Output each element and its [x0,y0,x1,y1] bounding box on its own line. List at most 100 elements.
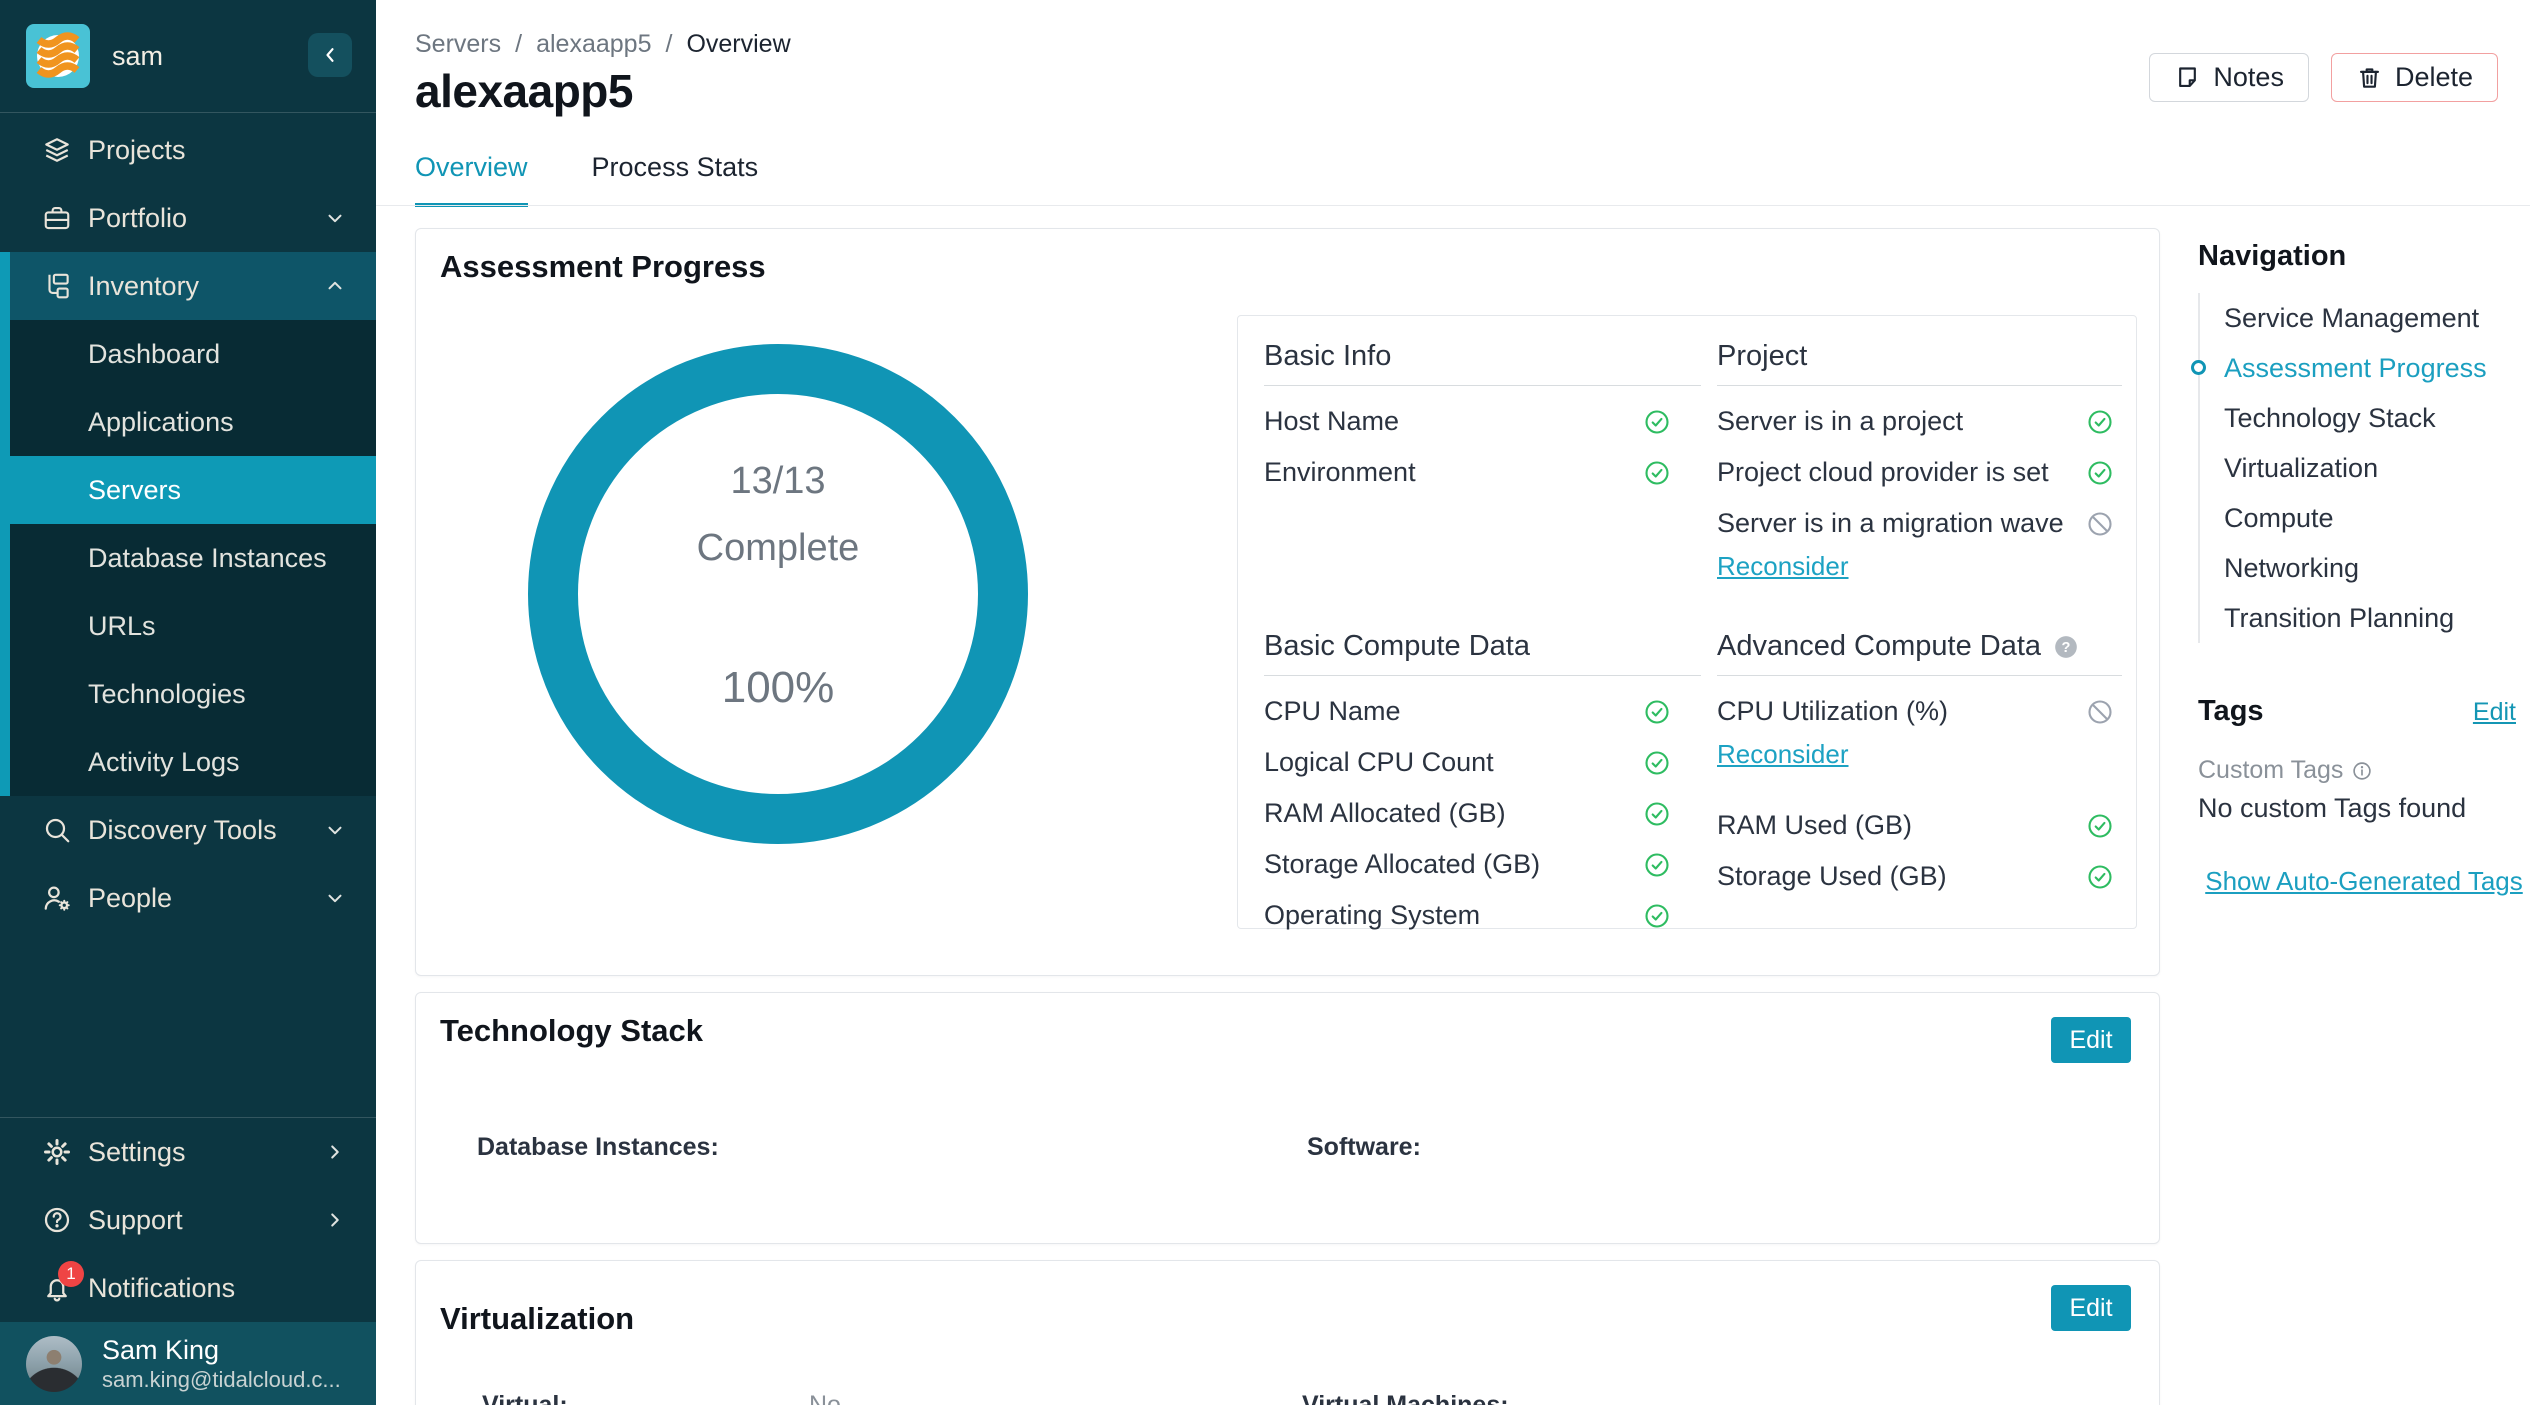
sidebar-item-label: Inventory [88,270,200,301]
nav-item-networking[interactable]: Networking [2224,543,2530,593]
tab-process-stats[interactable]: Process Stats [592,152,759,207]
checklist-item-label: Storage Used (GB) [1717,861,1947,891]
note-icon [2174,64,2201,91]
donut-fraction: 13/13 [730,460,826,502]
sidebar-item-label: Settings [88,1136,186,1167]
submenu-item-urls[interactable]: URLs [10,592,376,660]
checklist-item: Storage Used (GB) [1717,851,2122,902]
workspace-name: sam [112,40,164,71]
check-circle-icon [1643,851,1671,879]
sidebar-item-people[interactable]: People [0,864,376,932]
sidebar-menu: Projects Portfolio Inventory [0,113,376,932]
nav-item-assessment-progress[interactable]: Assessment Progress [2191,343,2530,393]
chevron-left-icon [320,45,340,65]
sidebar-footer: Settings Support 1 Notificatio [0,1117,376,1322]
submenu-item-activity-logs[interactable]: Activity Logs [10,728,376,796]
check-circle-icon [1643,902,1671,930]
sidebar-item-settings[interactable]: Settings [0,1118,376,1186]
submenu-item-applications[interactable]: Applications [10,388,376,456]
nav-item-label: Transition Planning [2224,603,2455,633]
breadcrumb-overview: Overview [686,30,791,58]
notes-button[interactable]: Notes [2149,53,2309,102]
notification-badge: 1 [58,1261,84,1287]
advanced-compute-section: Advanced Compute Data ? CPU Utilization … [1717,630,2122,941]
nav-item-virtualization[interactable]: Virtualization [2224,443,2530,493]
submenu-item-servers[interactable]: Servers [0,456,376,524]
nav-item-transition-planning[interactable]: Transition Planning [2224,593,2530,643]
checklist-item: Operating System [1264,890,1701,941]
nav-item-label: Compute [2224,503,2334,533]
sidebar-item-inventory[interactable]: Inventory [0,252,376,320]
custom-tags-label: Custom Tags [2198,756,2344,784]
reconsider-link[interactable]: Reconsider [1717,739,1849,769]
checklist-item: Host Name [1264,396,1701,447]
delete-button[interactable]: Delete [2330,53,2498,102]
show-auto-generated-tags-link[interactable]: Show Auto-Generated Tags [2205,866,2523,896]
checklist-item-label: RAM Used (GB) [1717,810,1913,840]
svg-text:?: ? [2062,639,2071,655]
submenu-item-technologies[interactable]: Technologies [10,660,376,728]
info-icon[interactable] [2351,760,2373,782]
assessment-progress-card: Assessment Progress 13/13 Complete 100% … [415,228,2160,976]
submenu-item-label: URLs [88,610,156,641]
briefcase-icon [42,203,72,233]
nav-item-label: Assessment Progress [2224,353,2487,383]
technology-stack-title: Technology Stack [440,1013,703,1048]
virtual-label: Virtual: [482,1391,568,1405]
user-email: sam.king@tidalcloud.c... [102,1366,341,1392]
breadcrumb-servers[interactable]: Servers [415,30,502,58]
technology-stack-card: Technology Stack Edit Database Instances… [415,992,2160,1244]
tags-edit-link[interactable]: Edit [2472,698,2516,726]
main-content: Servers / alexaapp5 / Overview alexaapp5… [376,0,2530,1405]
nav-item-technology-stack[interactable]: Technology Stack [2224,393,2530,443]
nav-item-label: Virtualization [2224,453,2379,483]
advanced-compute-heading: Advanced Compute Data ? [1717,630,2122,676]
sidebar-header: sam [0,0,376,113]
nav-item-label: Technology Stack [2224,403,2436,433]
sitemap-icon [42,271,72,301]
tab-label: Overview [415,152,528,182]
chevron-down-icon [324,819,346,841]
user-name: Sam King [102,1335,220,1366]
technology-stack-edit-button[interactable]: Edit [2051,1017,2131,1063]
question-circle-icon[interactable]: ? [2053,634,2079,660]
user-gear-icon [42,883,72,913]
help-circle-icon [42,1205,72,1235]
trash-icon [2356,64,2383,91]
tags-title: Tags [2198,695,2264,727]
user-menu[interactable]: Sam King sam.king@tidalcloud.c... [0,1322,376,1405]
blocked-circle-icon [2086,698,2114,726]
sidebar-item-projects[interactable]: Projects [0,116,376,184]
check-circle-icon [1643,459,1671,487]
sidebar-item-discovery-tools[interactable]: Discovery Tools [0,796,376,864]
checklist-item: Environment [1264,447,1701,498]
submenu-item-label: Servers [88,474,182,505]
tidal-logo-icon[interactable] [26,24,90,88]
project-section: Project Server is in a project Project c… [1717,340,2122,630]
tab-overview[interactable]: Overview [415,152,528,207]
sidebar-item-notifications[interactable]: 1 Notifications [0,1254,376,1322]
nav-item-service-management[interactable]: Service Management [2224,293,2530,343]
breadcrumb-alexaapp5[interactable]: alexaapp5 [536,30,652,58]
submenu-item-dashboard[interactable]: Dashboard [10,320,376,388]
virtual-value: No [809,1391,841,1405]
check-circle-icon [2086,812,2114,840]
sidebar-item-support[interactable]: Support [0,1186,376,1254]
sidebar-collapse-button[interactable] [308,33,352,77]
right-panel: Navigation Service Management Assessment… [2191,240,2530,897]
inventory-submenu: Dashboard Applications Servers Database … [0,320,376,796]
nav-item-compute[interactable]: Compute [2224,493,2530,543]
no-custom-tags-text: No custom Tags found [2198,793,2467,823]
sidebar-item-portfolio[interactable]: Portfolio [0,184,376,252]
basic-compute-section: Basic Compute Data CPU Name Logical CPU … [1264,630,1701,941]
sidebar: sam Projects Portfolio [0,0,376,1405]
checklist-item: Server is in a migration wave [1717,498,2122,549]
checklist-item-label: Server is in a migration wave [1717,508,2064,538]
virtualization-edit-button[interactable]: Edit [2051,1285,2131,1331]
on-page-navigation: Service Management Assessment Progress T… [2191,293,2530,643]
reconsider-link[interactable]: Reconsider [1717,551,1849,581]
basic-info-heading: Basic Info [1264,340,1701,386]
checklist-item-label: Host Name [1264,406,1400,436]
submenu-item-database-instances[interactable]: Database Instances [10,524,376,592]
